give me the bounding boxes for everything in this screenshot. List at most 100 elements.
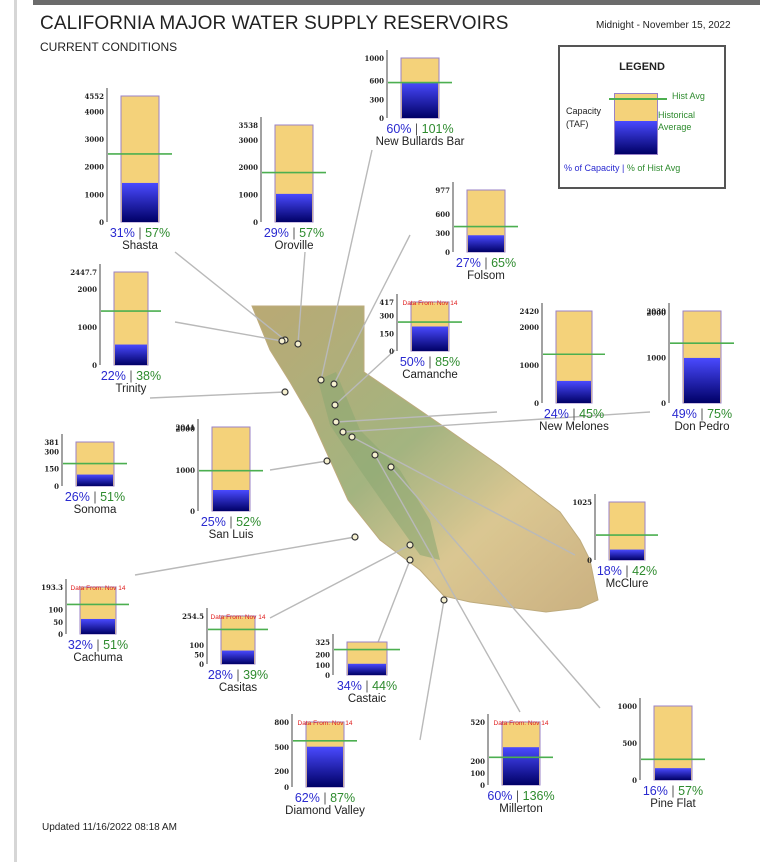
new-melones-map-marker xyxy=(332,418,340,426)
mcclure-pct-separator: | xyxy=(622,564,632,578)
mcclure-map-marker xyxy=(348,433,356,441)
folsom-percent-label: 27% | 65% xyxy=(456,256,516,270)
california-map xyxy=(251,305,599,613)
mcclure-tick-label: 0 xyxy=(587,556,592,565)
legend-capacity-text: Capacity xyxy=(566,106,602,116)
san-luis-map-marker xyxy=(323,457,331,465)
new-melones-storage-bar xyxy=(557,380,591,403)
new-melones-pct-capacity: 24% xyxy=(544,407,569,421)
millerton-chart: 520 200 100 0 Data From: Nov 14 60% | 136%Mil… xyxy=(470,714,555,815)
cachuma-map-marker xyxy=(351,533,359,541)
castaic-pct-hist: 44% xyxy=(372,679,397,693)
cachuma-percent-label: 32% | 51% xyxy=(68,638,128,652)
san-luis-tick-label: 2041 xyxy=(176,423,196,432)
castaic-tick-label: 200 xyxy=(315,651,330,660)
oroville-percent-label: 29% | 57% xyxy=(264,226,324,240)
san-luis-pct-separator: | xyxy=(226,515,236,529)
millerton-percent-label: 60% | 136% xyxy=(487,789,554,803)
diamond-valley-tick-label: 500 xyxy=(274,743,289,752)
legend-pct-capacity: % of Capacity xyxy=(564,163,620,173)
oroville-tick-label: 0 xyxy=(253,218,258,227)
pine-flat-leader-line xyxy=(390,466,601,709)
new-melones-pct-hist: 45% xyxy=(579,407,604,421)
trinity-tick-label: 2447.7 xyxy=(70,268,97,277)
trinity-name-label: Trinity xyxy=(116,383,147,395)
mcclure-tick-label: 1025 xyxy=(573,498,593,507)
data-timestamp: Midnight - November 15, 2022 xyxy=(596,20,731,31)
camanche-map-marker xyxy=(331,401,339,409)
mcclure-pct-capacity: 18% xyxy=(597,564,622,578)
shasta-storage-bar xyxy=(122,182,158,222)
san-luis-pct-capacity: 25% xyxy=(201,515,226,529)
folsom-chart: 977 600 300 0 27% | 65%Folsom xyxy=(435,182,518,282)
san-luis-tick-label: 2000 xyxy=(176,425,196,434)
oroville-pct-separator: | xyxy=(289,226,299,240)
legend-pct-hist: % of Hist Avg xyxy=(626,163,681,173)
millerton-pct-separator: | xyxy=(512,789,522,803)
don-pedro-tick-label: 2030 xyxy=(647,307,667,316)
sonoma-map-marker xyxy=(281,388,289,396)
mcclure-name-label: McClure xyxy=(606,578,649,590)
castaic-storage-bar xyxy=(348,663,386,675)
casitas-percent-label: 28% | 39% xyxy=(208,668,268,682)
new-bullards-bar-name-label: New Bullards Bar xyxy=(376,136,465,148)
millerton-tick-label: 200 xyxy=(470,757,485,766)
diamond-valley-percent-label: 62% | 87% xyxy=(295,791,355,805)
mcclure-storage-bar xyxy=(610,549,644,560)
san-luis-percent-label: 25% | 52% xyxy=(201,515,261,529)
shasta-chart: 4552 4000 3000 2000 1000 0 31% | 57%Shasta xyxy=(85,88,172,252)
new-melones-pct-separator: | xyxy=(569,407,579,421)
millerton-pct-hist: 136% xyxy=(523,789,555,803)
oroville-pct-capacity: 29% xyxy=(264,226,289,240)
don-pedro-pct-separator: | xyxy=(697,407,707,421)
shasta-tick-label: 1000 xyxy=(85,190,105,199)
legend-historical-label: Historical Average xyxy=(658,109,695,133)
casitas-name-label: Casitas xyxy=(219,682,258,694)
folsom-tick-label: 300 xyxy=(435,229,450,238)
cachuma-storage-bar xyxy=(81,618,115,634)
castaic-name-label: Castaic xyxy=(348,693,387,705)
sonoma-leader-line xyxy=(149,391,286,399)
sonoma-pct-hist: 51% xyxy=(100,490,125,504)
millerton-pct-capacity: 60% xyxy=(487,789,512,803)
new-bullards-bar-map-marker xyxy=(317,376,325,384)
diamond-valley-tick-label: 800 xyxy=(274,718,289,727)
folsom-pct-separator: | xyxy=(481,256,491,270)
millerton-tick-label: 0 xyxy=(480,781,485,790)
sonoma-pct-capacity: 26% xyxy=(65,490,90,504)
new-bullards-bar-pct-capacity: 60% xyxy=(386,122,411,136)
shasta-tick-label: 4000 xyxy=(85,107,105,116)
casitas-pct-capacity: 28% xyxy=(208,668,233,682)
trinity-chart: 2447.7 2000 1000 0 22% | 38%Trinity xyxy=(70,264,161,395)
cachuma-data-note: Data From: Nov 14 xyxy=(71,585,126,592)
don-pedro-percent-label: 49% | 75% xyxy=(672,407,732,421)
sonoma-tick-label: 150 xyxy=(44,465,59,474)
camanche-pct-capacity: 50% xyxy=(400,355,425,369)
new-melones-tick-label: 2000 xyxy=(520,323,540,332)
new-melones-chart: 2420 2000 1000 0 24% | 45%New Melones xyxy=(520,303,609,433)
don-pedro-storage-bar xyxy=(684,357,720,403)
oroville-storage-bar xyxy=(276,193,312,222)
san-luis-leader-line xyxy=(269,460,328,471)
new-bullards-bar-tick-label: 600 xyxy=(369,77,384,86)
folsom-map-marker xyxy=(330,380,338,388)
sonoma-storage-bar xyxy=(77,474,113,486)
diamond-valley-pct-capacity: 62% xyxy=(295,791,320,805)
oroville-tick-label: 3538 xyxy=(239,121,259,130)
cachuma-name-label: Cachuma xyxy=(73,652,123,664)
folsom-pct-hist: 65% xyxy=(491,256,516,270)
trinity-tick-label: 1000 xyxy=(78,323,98,332)
diamond-valley-tick-label: 200 xyxy=(274,767,289,776)
legend-hist-avg-label: Hist Avg xyxy=(672,91,705,101)
mcclure-leader-line xyxy=(351,436,576,556)
legend-title: LEGEND xyxy=(619,61,665,73)
camanche-pct-hist: 85% xyxy=(435,355,460,369)
pine-flat-tick-label: 500 xyxy=(622,739,637,748)
legend-box: LEGEND Capacity (TAF) Hist Avg Historica… xyxy=(558,45,726,189)
millerton-leader-line xyxy=(374,454,521,713)
camanche-tick-label: 417 xyxy=(379,298,394,307)
